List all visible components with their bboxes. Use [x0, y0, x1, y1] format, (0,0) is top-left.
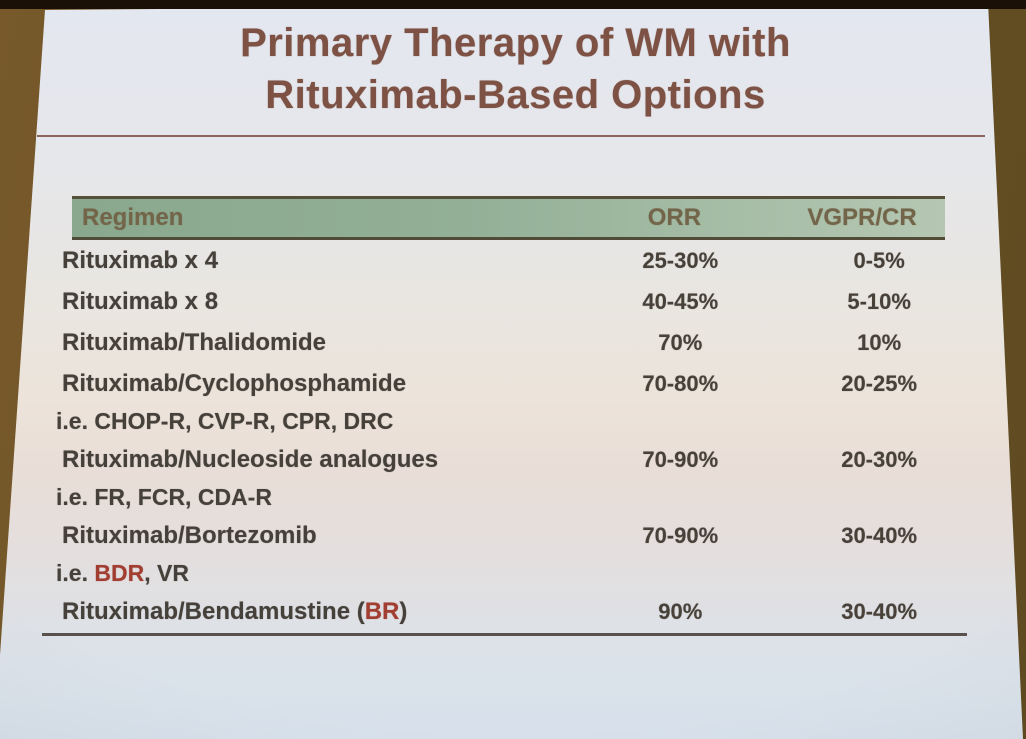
column-header-orr: ORR	[647, 204, 702, 231]
regimen-cell: Rituximab x 8	[42, 288, 569, 316]
examples-text: , VR	[144, 560, 189, 586]
table-row: Rituximab x 4 25-30% 0-5%	[42, 240, 967, 281]
examples-accent-text: BDR	[94, 560, 145, 586]
table-row: Rituximab/Thalidomide 70% 10%	[42, 322, 967, 363]
photo-dark-ceiling-strip	[0, 0, 1026, 9]
table-row: Rituximab/Bendamustine (BR) 90% 30-40%	[42, 591, 967, 632]
regimen-cell: Rituximab x 4	[42, 247, 569, 275]
table-row: Rituximab/Cyclophosphamide 70-80% 20-25%	[42, 363, 967, 404]
regimen-examples-line: i.e. CHOP-R, CVP-R, CPR, DRC	[42, 404, 967, 439]
regimen-examples-line: i.e. BDR, VR	[42, 556, 967, 591]
regimen-text: Rituximab x 8	[62, 287, 219, 315]
vgpr-cr-cell: 30-40%	[841, 598, 918, 624]
regimen-accent-text: BR	[364, 597, 400, 625]
regimen-cell: Rituximab/Bortezomib	[42, 522, 569, 550]
regimen-text: Rituximab/Bendamustine (	[62, 597, 365, 625]
vgpr-cr-cell: 20-30%	[841, 446, 918, 472]
regimen-examples-line: i.e. FR, FCR, CDA-R	[42, 480, 967, 515]
regimen-text: )	[399, 597, 408, 625]
orr-cell: 70-90%	[642, 522, 719, 548]
table-row: Rituximab x 8 40-45% 5-10%	[42, 281, 967, 322]
slide-title-line1: Primary Therapy of WM with	[240, 21, 791, 65]
table-header-band: Regimen ORR VGPR/CR	[72, 196, 945, 240]
slide-title-line2: Rituximab-Based Options	[265, 73, 766, 117]
table-bottom-rule	[42, 633, 967, 636]
orr-cell: 70-80%	[642, 370, 719, 396]
orr-cell: 25-30%	[642, 247, 719, 273]
regimen-cell: Rituximab/Thalidomide	[42, 329, 569, 357]
examples-text: i.e. CHOP-R, CVP-R, CPR, DRC	[56, 408, 394, 434]
title-underline-rule	[37, 135, 985, 137]
table-row: Rituximab/Nucleoside analogues 70-90% 20…	[42, 439, 967, 480]
table-row: Rituximab/Bortezomib 70-90% 30-40%	[42, 515, 967, 556]
vgpr-cr-cell: 0-5%	[853, 247, 905, 273]
orr-cell: 90%	[658, 598, 703, 624]
vgpr-cr-cell: 20-25%	[841, 370, 918, 396]
vgpr-cr-cell: 5-10%	[847, 288, 911, 314]
regimen-cell: Rituximab/Cyclophosphamide	[42, 370, 569, 398]
therapy-options-table: Regimen ORR VGPR/CR Rituximab x 4 25-30%…	[42, 196, 967, 636]
regimen-text: Rituximab/Cyclophosphamide	[62, 369, 407, 397]
regimen-text: Rituximab/Bortezomib	[62, 521, 317, 549]
vgpr-cr-cell: 30-40%	[841, 522, 918, 548]
regimen-cell: Rituximab/Bendamustine (BR)	[42, 598, 569, 626]
slide-title: Primary Therapy of WM with Rituximab-Bas…	[45, 17, 986, 121]
regimen-cell: Rituximab/Nucleoside analogues	[42, 446, 569, 474]
table-header-row: Regimen ORR VGPR/CR	[42, 196, 967, 240]
orr-cell: 70-90%	[642, 446, 719, 472]
regimen-text: Rituximab x 4	[62, 246, 219, 274]
orr-cell: 70%	[658, 329, 703, 355]
examples-text: i.e.	[56, 560, 95, 586]
examples-text: i.e. FR, FCR, CDA-R	[56, 484, 272, 510]
regimen-text: Rituximab/Thalidomide	[62, 328, 327, 356]
regimen-text: Rituximab/Nucleoside analogues	[62, 445, 439, 473]
orr-cell: 40-45%	[642, 288, 719, 314]
column-header-regimen: Regimen	[82, 204, 184, 231]
vgpr-cr-cell: 10%	[857, 329, 902, 355]
column-header-vgpr-cr: VGPR/CR	[807, 204, 917, 231]
